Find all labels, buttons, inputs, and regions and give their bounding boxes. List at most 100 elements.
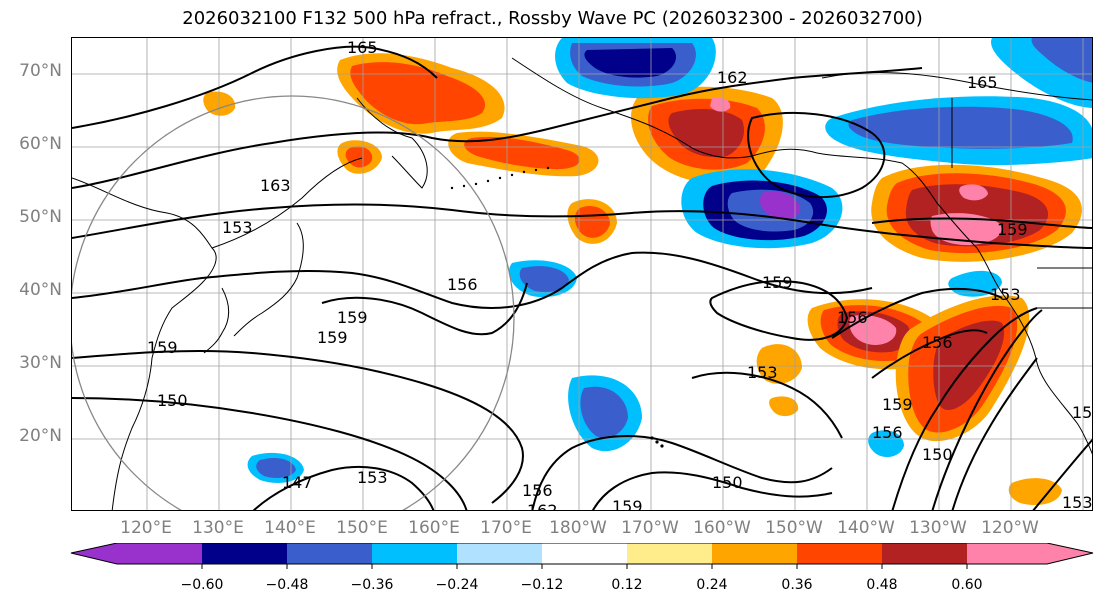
lon-label-150w: 150°W <box>765 518 823 538</box>
colorbar-ticks <box>201 564 968 569</box>
lon-label-140e: 140°E <box>264 518 316 538</box>
lat-label-60n: 60°N <box>19 134 62 154</box>
graticule <box>72 38 1092 510</box>
anomaly-fill-nw-neg-core <box>1031 38 1092 83</box>
lon-label-150e: 150°E <box>336 518 388 538</box>
colorbar-tick-label: −0.48 <box>266 577 309 593</box>
contour-label-159e: 159 <box>882 395 913 414</box>
contour-162b <box>747 112 886 199</box>
colorbar-tick-label: 0.12 <box>611 577 642 593</box>
contour-label-156c: 156 <box>837 308 868 327</box>
colorbar-seg-7 <box>627 543 712 564</box>
contour-label-159a: 159 <box>337 308 368 327</box>
contour-label-159b: 159 <box>147 338 178 357</box>
lon-label-130e: 130°E <box>192 518 244 538</box>
coast-okhotsk <box>211 157 363 249</box>
contour-159 <box>72 203 1092 249</box>
anomaly-fill-trop-pos1-core <box>574 205 610 238</box>
anomaly-fill-wpac-neg1-core <box>519 266 569 292</box>
contour-label-156d: 156 <box>922 333 953 352</box>
contour-label-153d: 153 <box>1062 493 1093 511</box>
colorbar-tick-label: −0.60 <box>181 577 224 593</box>
contour-label-162c: 162 <box>527 501 558 511</box>
lon-label-120w: 120°W <box>981 518 1039 538</box>
anomaly-fill-aleutian-core <box>464 136 580 170</box>
anomaly-fill-nepac-peak <box>930 213 1002 246</box>
anomaly-fill-trop-neg3 <box>948 270 1002 297</box>
lon-label-180w: 180°W <box>549 518 607 538</box>
height-contours <box>72 45 1092 510</box>
colorbar-seg-10 <box>882 543 967 564</box>
contour-label-153c: 153 <box>990 285 1021 304</box>
colorbar-segments <box>71 543 1093 564</box>
contour-label-147: 147 <box>282 473 313 492</box>
colorbar-seg-8 <box>712 543 797 564</box>
anomaly-fill-gulf-neg-max <box>759 191 801 220</box>
contour-label-150a: 150 <box>157 391 188 410</box>
contour-label-162a: 162 <box>717 68 748 87</box>
anomaly-fill-bering-peak <box>710 97 731 112</box>
lat-label-50n: 50°N <box>19 207 62 227</box>
coast-japan <box>233 222 304 337</box>
colorbar-outline <box>70 543 1094 565</box>
coast-westnam <box>976 247 1092 455</box>
map-canvas: 165 162 165 163 156 159 159 150 147 153 … <box>72 38 1093 511</box>
contour-label-159g: 159 <box>1072 403 1093 422</box>
colorbar-extend-high <box>1047 543 1093 564</box>
lon-label-170w: 170°W <box>621 518 679 538</box>
contour-labels: 165 162 165 163 156 159 159 150 147 153 … <box>147 38 1093 511</box>
lon-label-120e: 120°E <box>120 518 172 538</box>
lat-label-30n: 30°N <box>19 353 62 373</box>
contour-label-153a: 153 <box>357 468 388 487</box>
colorbar-seg-6 <box>542 543 627 564</box>
colorbar-tick-label: 0.36 <box>781 577 812 593</box>
anomaly-fill-nepac-peak2 <box>959 184 988 201</box>
contour-159c <box>871 329 988 379</box>
contour-156b <box>531 435 833 510</box>
contour-153 <box>72 349 524 504</box>
anomaly-fill-arctic-neg-max <box>584 48 677 78</box>
anomaly-fill-beaufort-neg-core <box>848 106 1073 149</box>
colorbar-extend-low <box>71 543 117 564</box>
contour-label-156a: 156 <box>447 275 478 294</box>
chart-title: 2026032100 F132 500 hPa refract., Rossby… <box>182 8 923 29</box>
contour-165 <box>72 45 438 129</box>
anomaly-fill-wpac-neg2-core <box>580 386 628 438</box>
contour-159e <box>709 280 849 341</box>
colorbar-tick-label: −0.12 <box>521 577 564 593</box>
anomaly-fill-subtrop-peak <box>849 315 897 345</box>
contour-150b <box>592 471 833 510</box>
colorbar-tick-label: 0.24 <box>696 577 727 593</box>
anomaly-fills <box>203 38 1092 506</box>
colorbar-seg-1 <box>117 543 202 564</box>
colorbar-seg-3 <box>287 543 372 564</box>
lon-label-170e: 170°E <box>480 518 532 538</box>
contour-label-156b: 156 <box>522 481 553 500</box>
map-panel[interactable]: 165 162 165 163 156 159 159 150 147 153 … <box>71 37 1093 511</box>
contour-label-165a: 165 <box>347 38 378 57</box>
colorbar-seg-4 <box>372 543 457 564</box>
lat-label-20n: 20°N <box>19 426 62 446</box>
anomaly-fill-trop-neg2 <box>868 430 904 458</box>
contour-150c <box>891 307 1038 510</box>
contour-label-156e: 156 <box>872 423 903 442</box>
colorbar-tick-label: 0.60 <box>951 577 982 593</box>
colorbar: −0.60 −0.48 −0.36 −0.24 −0.12 0.12 0.24 … <box>70 543 1094 593</box>
contour-label-165b: 165 <box>967 73 998 92</box>
coast-alaska <box>511 57 978 249</box>
anomaly-fill-trop-pos2 <box>756 344 802 384</box>
contour-label-163: 163 <box>260 176 291 195</box>
lon-label-160e: 160°E <box>408 518 460 538</box>
colorbar-seg-9 <box>797 543 882 564</box>
coast-kamchatka <box>356 97 428 189</box>
contour-label-153e: 153 <box>222 218 253 237</box>
contour-153b <box>691 371 843 439</box>
contour-label-159c: 159 <box>612 497 643 511</box>
colorbar-tick-label: −0.36 <box>351 577 394 593</box>
lon-label-160w: 160°W <box>693 518 751 538</box>
reference-circle <box>72 95 515 510</box>
colorbar-tick-label: −0.24 <box>436 577 479 593</box>
contour-147 <box>252 465 435 510</box>
contour-label-159f: 159 <box>997 220 1028 239</box>
contour-159f <box>871 217 1092 229</box>
